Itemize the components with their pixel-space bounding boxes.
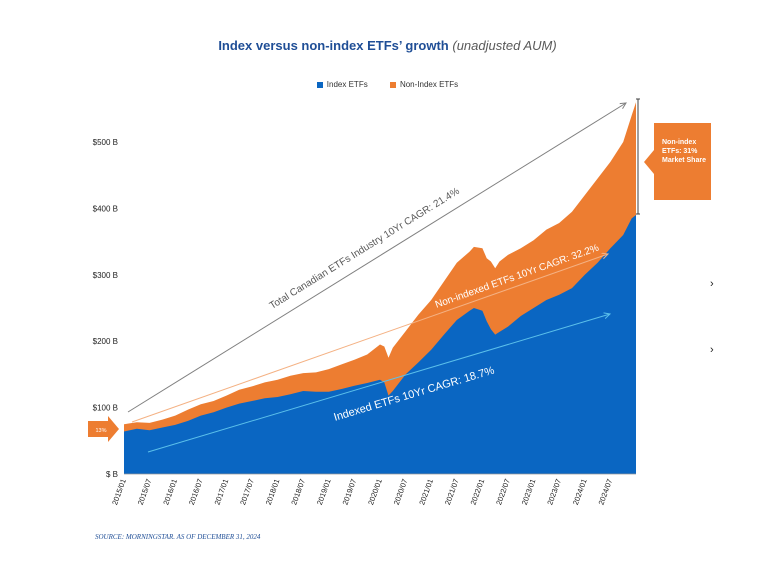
- x-tick-label: 2021/07: [443, 478, 461, 507]
- x-tick-label: 2017/01: [213, 478, 231, 507]
- non-index-cagr-arrow: [131, 254, 608, 423]
- y-tick-label: $500 B: [93, 138, 118, 147]
- x-tick-label: 2019/01: [315, 478, 333, 507]
- x-tick-label: 2019/07: [341, 478, 359, 507]
- legend: Index ETFs Non-Index ETFs: [0, 80, 775, 89]
- stray-glyph-1: ›: [710, 278, 714, 290]
- legend-item-non-index: Non-Index ETFs: [389, 80, 459, 89]
- market-share-callout: Non-index ETFs: 31% Market Share: [654, 123, 711, 200]
- source-note: SOURCE: MORNINGSTAR. AS OF DECEMBER 31, …: [95, 533, 261, 541]
- x-tick-label: 2020/07: [392, 478, 410, 507]
- x-tick-label: 2022/01: [469, 478, 487, 507]
- market-share-pointer: [644, 150, 654, 174]
- x-tick-label: 2017/07: [238, 478, 256, 507]
- title-subtitle: (unadjusted AUM): [452, 38, 557, 53]
- legend-label-index: Index ETFs: [326, 80, 368, 89]
- title-main: Index versus non-index ETFs’ growth: [218, 38, 449, 53]
- total-cagr-arrow: [127, 103, 626, 413]
- x-tick-label: 2016/07: [187, 478, 205, 507]
- legend-item-index: Index ETFs: [316, 80, 368, 89]
- stray-glyph-2: ›: [710, 344, 714, 356]
- x-tick-label: 2022/07: [494, 478, 512, 507]
- x-tick-label: 2016/01: [161, 478, 179, 507]
- x-tick-label: 2023/07: [545, 478, 563, 507]
- start-share-label: 13%: [95, 428, 106, 434]
- y-tick-label: $400 B: [93, 204, 118, 213]
- y-tick-label: $ B: [106, 470, 118, 479]
- x-tick-label: 2023/01: [520, 478, 538, 507]
- index-etf-area: [124, 215, 636, 474]
- start-share-callout: [88, 416, 119, 442]
- legend-label-non-index: Non-Index ETFs: [399, 80, 459, 89]
- x-tick-label: 2018/01: [264, 478, 282, 507]
- y-tick-label: $100 B: [93, 404, 118, 413]
- x-tick-label: 2015/07: [136, 478, 154, 507]
- legend-swatch-non-index: [389, 81, 396, 88]
- x-tick-label: 2015/01: [110, 478, 128, 507]
- x-tick-label: 2020/01: [366, 478, 384, 507]
- y-tick-label: $300 B: [93, 271, 118, 280]
- total-cagr-label: Total Canadian ETFs Industry 10Yr CAGR: …: [268, 186, 462, 312]
- legend-swatch-index: [316, 81, 323, 88]
- chart-title: Index versus non-index ETFs’ growth (una…: [0, 38, 775, 53]
- x-tick-label: 2024/01: [571, 478, 589, 507]
- x-tick-label: 2024/07: [597, 478, 615, 507]
- x-tick-label: 2021/01: [417, 478, 435, 507]
- y-tick-label: $200 B: [93, 337, 118, 346]
- x-tick-label: 2018/07: [289, 478, 307, 507]
- index-cagr-arrow: [147, 314, 610, 453]
